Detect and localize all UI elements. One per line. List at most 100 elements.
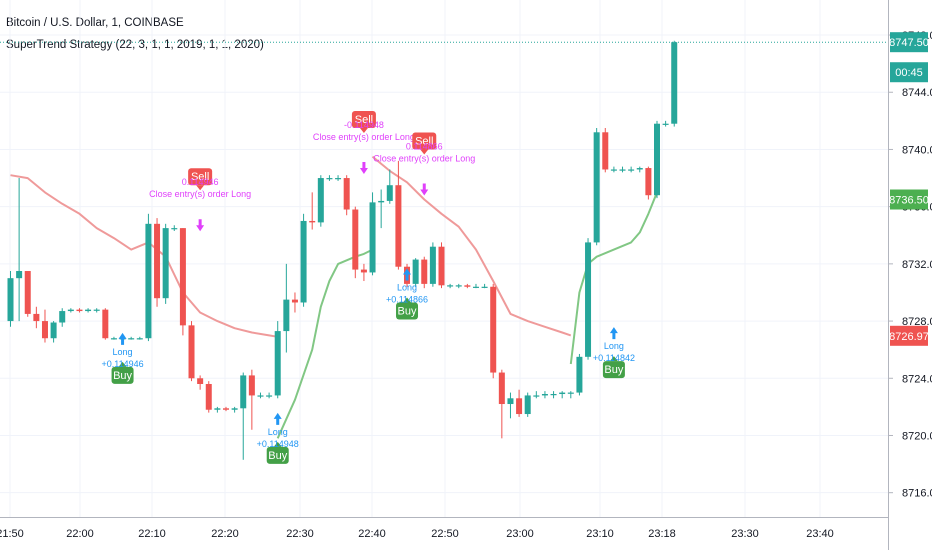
- candle[interactable]: [154, 223, 161, 299]
- candle[interactable]: [602, 132, 609, 170]
- candle[interactable]: [593, 132, 600, 243]
- candle[interactable]: [559, 392, 566, 395]
- candle[interactable]: [481, 286, 488, 288]
- candle[interactable]: [464, 285, 471, 287]
- candle[interactable]: [59, 311, 66, 323]
- candle[interactable]: [447, 285, 454, 287]
- candle[interactable]: [24, 271, 31, 314]
- candle[interactable]: [50, 322, 57, 339]
- candle[interactable]: [636, 168, 643, 170]
- exit-annotation: Close entry(s) order Long: [313, 132, 415, 142]
- candle[interactable]: [671, 42, 678, 124]
- candle[interactable]: [188, 325, 195, 379]
- candle[interactable]: [240, 375, 247, 409]
- candle[interactable]: [343, 178, 350, 210]
- price-axis-badge: [890, 32, 928, 53]
- price-axis-badge: [890, 325, 928, 346]
- strategy-legend[interactable]: SuperTrend Strategy (22, 3, 1, 1, 2019, …: [6, 39, 264, 51]
- candle[interactable]: [524, 395, 531, 415]
- candle[interactable]: [214, 408, 221, 410]
- price-tick-label: 8732.00: [902, 259, 932, 271]
- candle[interactable]: [369, 202, 376, 273]
- buy-signal-label[interactable]: [602, 361, 625, 379]
- candle[interactable]: [395, 185, 402, 267]
- candle[interactable]: [266, 395, 273, 397]
- candle[interactable]: [145, 223, 152, 339]
- candle[interactable]: [231, 408, 238, 410]
- candle[interactable]: [128, 338, 135, 340]
- candle[interactable]: [628, 169, 635, 171]
- candle[interactable]: [110, 338, 117, 340]
- candle[interactable]: [179, 228, 186, 326]
- candle[interactable]: [257, 395, 264, 397]
- sell-signal-label[interactable]: [412, 132, 437, 150]
- time-tick-label: 22:40: [358, 528, 386, 540]
- candle[interactable]: [326, 178, 333, 180]
- candle[interactable]: [136, 338, 143, 340]
- candle[interactable]: [472, 286, 479, 288]
- chart-symbol-title: Bitcoin / U.S. Dollar, 1, COINBASE: [6, 17, 184, 29]
- candle[interactable]: [585, 242, 592, 357]
- signal-pointer: [359, 127, 368, 133]
- candle[interactable]: [654, 123, 660, 196]
- candle[interactable]: [283, 299, 290, 332]
- time-tick-label: 22:10: [138, 528, 166, 540]
- candle[interactable]: [300, 220, 307, 303]
- sell-signal-label[interactable]: [351, 110, 376, 128]
- candle[interactable]: [7, 278, 14, 322]
- candle[interactable]: [412, 259, 419, 284]
- candle[interactable]: [498, 372, 505, 405]
- price-axis-badge: [890, 189, 928, 210]
- entry-annotation: Long: [604, 341, 624, 351]
- candle[interactable]: [533, 395, 540, 397]
- candle[interactable]: [378, 200, 385, 203]
- candle[interactable]: [93, 309, 100, 311]
- candle[interactable]: [360, 269, 367, 273]
- candle[interactable]: [541, 394, 548, 396]
- candle[interactable]: [455, 285, 462, 287]
- candle[interactable]: [248, 375, 255, 396]
- candle[interactable]: [490, 286, 497, 373]
- candle[interactable]: [567, 392, 574, 394]
- candle[interactable]: [309, 220, 316, 223]
- candle[interactable]: [610, 169, 617, 171]
- candle[interactable]: [438, 246, 445, 286]
- candle[interactable]: [67, 309, 74, 312]
- candle[interactable]: [550, 394, 557, 396]
- candle[interactable]: [223, 408, 229, 410]
- sell-signal-text: Sell: [191, 171, 209, 183]
- entry-arrow-icon: [609, 327, 618, 340]
- candle[interactable]: [102, 309, 109, 339]
- entry-annotation: +0.114946: [101, 359, 143, 369]
- candle[interactable]: [576, 356, 583, 393]
- candle[interactable]: [205, 383, 212, 410]
- candle[interactable]: [507, 398, 514, 405]
- candle[interactable]: [291, 299, 298, 303]
- buy-signal-label[interactable]: [111, 366, 134, 384]
- candle[interactable]: [516, 398, 523, 415]
- candle[interactable]: [645, 168, 652, 196]
- candle[interactable]: [386, 185, 393, 201]
- exit-annotation: Close entry(s) order Long: [373, 153, 475, 163]
- candle[interactable]: [197, 378, 204, 384]
- buy-signal-label[interactable]: [266, 446, 289, 464]
- candle[interactable]: [76, 309, 83, 312]
- candle[interactable]: [421, 259, 428, 284]
- candle[interactable]: [162, 228, 169, 299]
- candle[interactable]: [41, 321, 48, 339]
- candle[interactable]: [171, 228, 178, 230]
- candle[interactable]: [16, 271, 23, 279]
- candle[interactable]: [335, 178, 342, 180]
- candle[interactable]: [352, 209, 359, 270]
- buy-signal-text: Buy: [604, 364, 623, 376]
- candle[interactable]: [274, 331, 281, 396]
- candle[interactable]: [33, 313, 40, 322]
- candle[interactable]: [85, 309, 92, 312]
- candle[interactable]: [662, 123, 669, 125]
- sell-signal-label[interactable]: [188, 168, 213, 186]
- candle[interactable]: [619, 169, 626, 171]
- candle[interactable]: [429, 246, 436, 284]
- candle[interactable]: [317, 178, 324, 223]
- buy-signal-label[interactable]: [396, 302, 419, 320]
